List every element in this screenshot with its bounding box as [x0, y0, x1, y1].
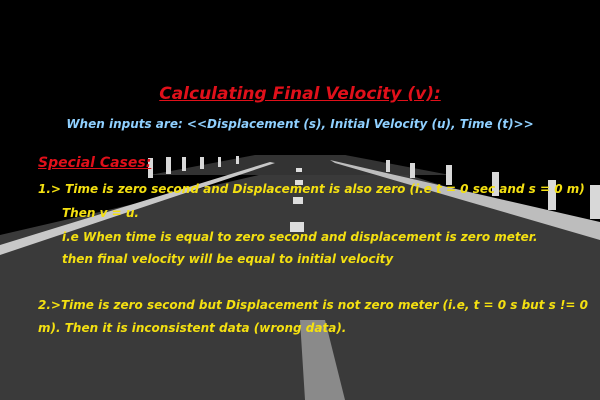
case2-line2: m). Then it is inconsistent data (wrong …	[38, 321, 347, 335]
case1-line2: Then v = u.	[62, 206, 139, 220]
case2-line1: 2.>Time is zero second but Displacement …	[38, 298, 589, 312]
special-cases-heading: Special Cases:	[38, 155, 152, 171]
slide-title: Calculating Final Velocity (v):	[159, 84, 441, 104]
case1-line4: then final velocity will be equal to ini…	[62, 252, 394, 266]
case1-line1: 1.> Time is zero second and Displacement…	[38, 182, 585, 196]
case1-line3: i.e When time is equal to zero second an…	[62, 230, 538, 244]
slide-subtitle: When inputs are: <<Displacement (s), Ini…	[66, 117, 534, 131]
